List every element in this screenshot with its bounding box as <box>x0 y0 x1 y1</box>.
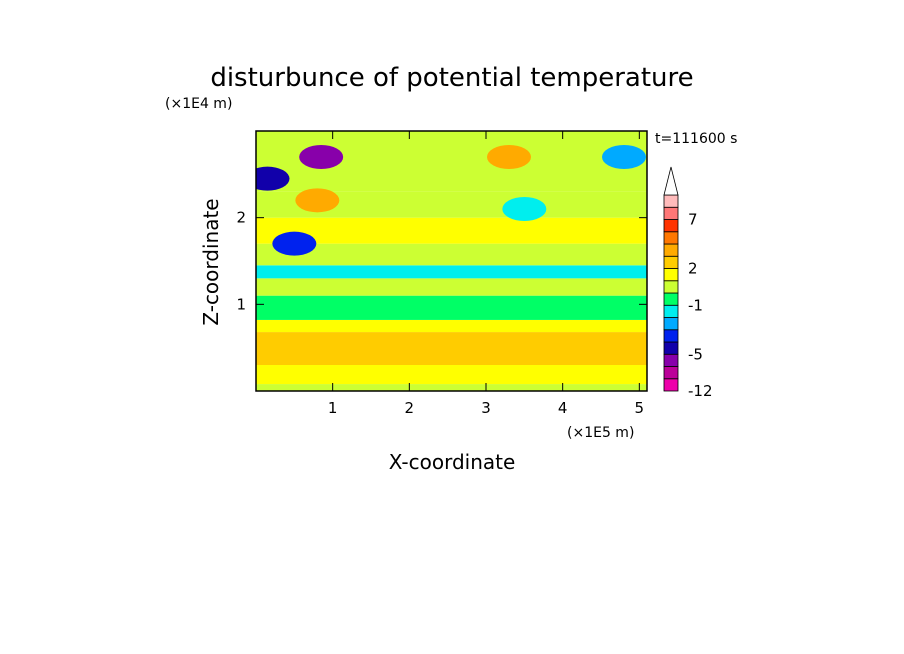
colorbar-box-11 <box>663 243 679 257</box>
colorbar-box-0 <box>663 378 679 392</box>
colorbar-label-0: -12 <box>688 382 713 400</box>
x-tick-label-2: 3 <box>481 399 491 417</box>
y-tick-label-1: 2 <box>236 209 246 227</box>
heatmap-band-2 <box>256 332 647 365</box>
colorbar-label-3: 2 <box>688 260 698 278</box>
heatmap-band-5 <box>256 278 647 296</box>
colorbar-box-7 <box>663 292 679 306</box>
colorbar-extend-arrow <box>663 166 679 196</box>
colorbar-box-8 <box>663 280 679 294</box>
colorbar-box-5 <box>663 317 679 331</box>
heatmap-band-6 <box>256 265 647 279</box>
colorbar-box-3 <box>663 341 679 355</box>
colorbar-box-1 <box>663 366 679 380</box>
y-axis-label: Z-coordinate <box>199 198 223 325</box>
heatmap-band-4 <box>256 295 647 320</box>
x-tick-label-4: 5 <box>635 399 645 417</box>
colorbar-label-2: -1 <box>688 296 703 314</box>
y-tick-label-0: 1 <box>236 295 246 313</box>
heatmap-anomaly-6 <box>602 145 646 169</box>
plot-frame <box>255 130 648 392</box>
colorbar-box-6 <box>663 304 679 318</box>
colorbar-box-13 <box>663 219 679 233</box>
heatmap-band-0 <box>256 384 647 391</box>
colorbar-box-10 <box>663 255 679 269</box>
y-unit-label: (×1E4 m) <box>165 96 232 112</box>
heatmap-band-1 <box>256 365 647 385</box>
colorbar-box-9 <box>663 268 679 282</box>
heatmap-anomaly-2 <box>272 231 317 256</box>
colorbar-label-4: 7 <box>688 211 698 229</box>
y-axis: 12 <box>236 209 647 313</box>
x-axis-label: X-coordinate <box>389 450 516 474</box>
chart-title: disturbunce of potential temperature <box>210 63 693 93</box>
heatmap-anomaly-4 <box>487 145 531 169</box>
heatmap-anomaly-3 <box>295 188 340 213</box>
time-label: t=111600 s <box>655 131 737 147</box>
colorbar-label-1: -5 <box>688 345 703 363</box>
heatmap-anomaly-0 <box>256 166 290 191</box>
heatmap-band-8 <box>256 217 647 244</box>
plot-area <box>256 131 647 391</box>
x-tick-label-3: 4 <box>558 399 568 417</box>
x-tick-label-0: 1 <box>328 399 338 417</box>
x-tick-label-1: 2 <box>405 399 415 417</box>
heatmap-anomaly-1 <box>299 145 344 169</box>
heatmap-band-3 <box>256 319 647 333</box>
colorbar-box-2 <box>663 353 679 367</box>
colorbar-box-12 <box>663 231 679 245</box>
colorbar-box-14 <box>663 206 679 220</box>
colorbar: -12-5-127 <box>663 166 713 400</box>
colorbar-box-15 <box>663 194 679 208</box>
x-unit-label: (×1E5 m) <box>567 425 634 441</box>
heatmap-band-7 <box>256 243 647 266</box>
colorbar-box-4 <box>663 329 679 343</box>
x-axis: 1 2 3 4 5 <box>328 131 644 417</box>
heatmap-anomaly-5 <box>502 197 547 221</box>
